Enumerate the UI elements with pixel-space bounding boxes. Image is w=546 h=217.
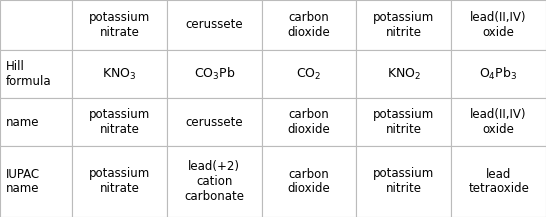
Text: cerussete: cerussete (186, 115, 243, 128)
Text: cerussete: cerussete (186, 18, 243, 31)
Bar (262, 98, 357, 146)
Text: $\mathrm{CO_2}$: $\mathrm{CO_2}$ (296, 66, 322, 82)
Text: potassium
nitrate: potassium nitrate (89, 168, 150, 196)
Bar (72, 50, 167, 98)
Bar (167, 98, 262, 146)
Text: carbon
dioxide: carbon dioxide (288, 11, 330, 39)
Text: potassium
nitrite: potassium nitrite (373, 168, 435, 196)
Text: lead(II,IV)
oxide: lead(II,IV) oxide (470, 108, 527, 136)
Bar (72, 146, 167, 217)
Bar (451, 0, 546, 50)
Bar (167, 0, 262, 50)
Text: $\mathrm{KNO_3}$: $\mathrm{KNO_3}$ (102, 66, 136, 82)
Text: potassium
nitrite: potassium nitrite (373, 11, 435, 39)
Text: name: name (6, 115, 39, 128)
Text: potassium
nitrite: potassium nitrite (373, 108, 435, 136)
Bar (451, 98, 546, 146)
Text: $\mathrm{KNO_2}$: $\mathrm{KNO_2}$ (387, 66, 421, 82)
Text: potassium
nitrate: potassium nitrate (89, 11, 150, 39)
Text: IUPAC
name: IUPAC name (6, 168, 40, 196)
Bar (451, 50, 546, 98)
Bar (357, 146, 451, 217)
Text: carbon
dioxide: carbon dioxide (288, 168, 330, 196)
Text: lead(II,IV)
oxide: lead(II,IV) oxide (470, 11, 527, 39)
Bar (357, 98, 451, 146)
Bar (357, 0, 451, 50)
Text: Hill
formula: Hill formula (6, 60, 52, 88)
Bar (262, 0, 357, 50)
Bar (72, 0, 167, 50)
Text: lead(+2)
cation
carbonate: lead(+2) cation carbonate (184, 160, 244, 203)
Bar (0, 146, 72, 217)
Text: carbon
dioxide: carbon dioxide (288, 108, 330, 136)
Bar (0, 50, 72, 98)
Text: lead
tetraoxide: lead tetraoxide (468, 168, 529, 196)
Bar (357, 50, 451, 98)
Text: $\mathrm{CO_3Pb}$: $\mathrm{CO_3Pb}$ (193, 66, 235, 82)
Text: $\mathrm{O_4Pb_3}$: $\mathrm{O_4Pb_3}$ (479, 66, 518, 82)
Bar (451, 146, 546, 217)
Bar (167, 50, 262, 98)
Bar (167, 146, 262, 217)
Bar (0, 0, 72, 50)
Text: potassium
nitrate: potassium nitrate (89, 108, 150, 136)
Bar (262, 50, 357, 98)
Bar (72, 98, 167, 146)
Bar (0, 98, 72, 146)
Bar (262, 146, 357, 217)
